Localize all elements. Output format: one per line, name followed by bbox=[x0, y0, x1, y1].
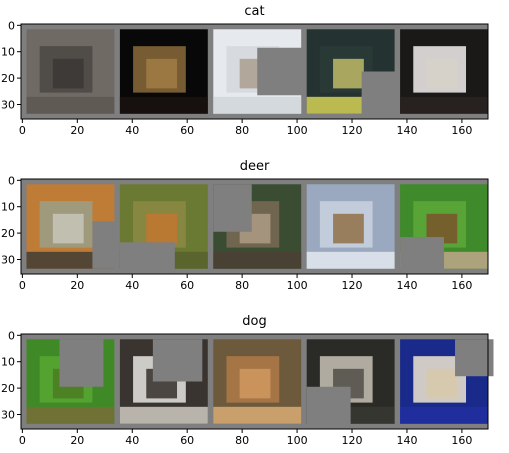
image-tile bbox=[119, 339, 208, 424]
y-tick-label: 10 bbox=[1, 201, 15, 214]
image-tile bbox=[306, 339, 395, 429]
tile-cutout bbox=[455, 339, 494, 377]
tile-highlight bbox=[146, 213, 178, 244]
panel-title: cat bbox=[244, 4, 264, 19]
axes-frame bbox=[20, 23, 489, 120]
image-tile bbox=[213, 29, 307, 114]
tile-ground bbox=[400, 406, 488, 424]
x-tick-label: 140 bbox=[396, 124, 417, 137]
image-tile bbox=[119, 184, 208, 274]
y-tick-label: 0 bbox=[8, 329, 15, 342]
panel-dog: dog 0 20 40 60 80 100 120 140 160 0 10 20 30 bbox=[1, 314, 494, 447]
tile-cutout bbox=[400, 237, 445, 274]
image-tile bbox=[400, 184, 488, 274]
y-tick-label: 10 bbox=[1, 356, 15, 369]
y-tick-label: 10 bbox=[1, 46, 15, 59]
image-tile bbox=[400, 339, 494, 424]
tile-ground bbox=[213, 96, 302, 114]
tile-highlight bbox=[333, 58, 364, 89]
image-tile bbox=[400, 29, 488, 114]
x-tick-label: 0 bbox=[19, 279, 26, 292]
image-tile bbox=[306, 184, 395, 269]
x-tick-label: 20 bbox=[70, 434, 84, 447]
tile-ground bbox=[26, 406, 115, 424]
image-tile bbox=[213, 339, 302, 424]
tile-ground bbox=[306, 251, 395, 269]
x-tick-label: 100 bbox=[287, 124, 308, 137]
x-tick-label: 100 bbox=[287, 434, 308, 447]
x-tick-label: 0 bbox=[19, 124, 26, 137]
x-tick-label: 120 bbox=[342, 279, 363, 292]
y-tick-label: 30 bbox=[1, 253, 15, 266]
panel-title: deer bbox=[240, 159, 270, 174]
x-tick-label: 80 bbox=[235, 124, 249, 137]
tile-ground bbox=[213, 406, 302, 424]
tile-highlight bbox=[146, 58, 178, 89]
x-tick-label: 40 bbox=[125, 279, 139, 292]
x-tick-label: 20 bbox=[70, 279, 84, 292]
tile-cutout bbox=[119, 242, 175, 274]
image-tile bbox=[26, 184, 120, 269]
panel-deer: deer 0 20 40 60 80 100 120 140 160 0 10 20 30 bbox=[1, 159, 489, 292]
y-tick-label: 30 bbox=[1, 408, 15, 421]
image-tile bbox=[119, 29, 208, 114]
x-tick-label: 120 bbox=[342, 434, 363, 447]
x-tick-label: 160 bbox=[451, 124, 472, 137]
x-tick-label: 80 bbox=[235, 434, 249, 447]
tile-cutout bbox=[213, 184, 252, 232]
tile-highlight bbox=[52, 58, 84, 89]
tile-cutout bbox=[92, 221, 120, 269]
x-tick-label: 60 bbox=[180, 434, 194, 447]
y-tick-label: 20 bbox=[1, 227, 15, 240]
y-tick-label: 0 bbox=[8, 19, 15, 32]
panel-title: dog bbox=[242, 314, 266, 329]
tile-highlight bbox=[52, 213, 84, 244]
x-tick-label: 160 bbox=[451, 434, 472, 447]
tile-ground bbox=[400, 96, 488, 114]
x-tick-label: 120 bbox=[342, 124, 363, 137]
tile-cutout bbox=[306, 386, 351, 429]
x-tick-label: 140 bbox=[396, 279, 417, 292]
tile-ground bbox=[119, 406, 208, 424]
tile-ground bbox=[119, 96, 208, 114]
x-tick-label: 60 bbox=[180, 279, 194, 292]
image-tile bbox=[26, 29, 115, 114]
axes-frame bbox=[20, 178, 489, 275]
tile-ground bbox=[26, 96, 115, 114]
image-tile bbox=[26, 339, 115, 424]
x-tick-label: 60 bbox=[180, 124, 194, 137]
y-tick-label: 0 bbox=[8, 174, 15, 187]
tile-highlight bbox=[333, 213, 364, 244]
x-tick-label: 20 bbox=[70, 124, 84, 137]
tile-cutout bbox=[152, 339, 203, 382]
y-tick-label: 20 bbox=[1, 382, 15, 395]
tile-highlight bbox=[239, 368, 271, 399]
x-tick-label: 80 bbox=[235, 279, 249, 292]
x-tick-label: 160 bbox=[451, 279, 472, 292]
x-tick-label: 140 bbox=[396, 434, 417, 447]
tile-cutout bbox=[257, 47, 307, 96]
x-tick-label: 0 bbox=[19, 434, 26, 447]
tile-cutout bbox=[59, 339, 104, 387]
tile-ground bbox=[213, 251, 302, 269]
axes-frame bbox=[20, 333, 489, 430]
y-tick-label: 20 bbox=[1, 72, 15, 85]
x-tick-label: 100 bbox=[287, 279, 308, 292]
y-tick-label: 30 bbox=[1, 98, 15, 111]
tile-highlight bbox=[426, 368, 458, 399]
x-tick-label: 40 bbox=[125, 124, 139, 137]
panel-cat: cat 0 20 40 60 80 100 120 140 160 0 10 20 30 bbox=[1, 4, 489, 137]
tile-cutout bbox=[361, 71, 401, 119]
tile-highlight bbox=[426, 58, 458, 89]
image-tile bbox=[306, 29, 401, 119]
x-tick-label: 40 bbox=[125, 434, 139, 447]
image-tile bbox=[213, 184, 302, 269]
